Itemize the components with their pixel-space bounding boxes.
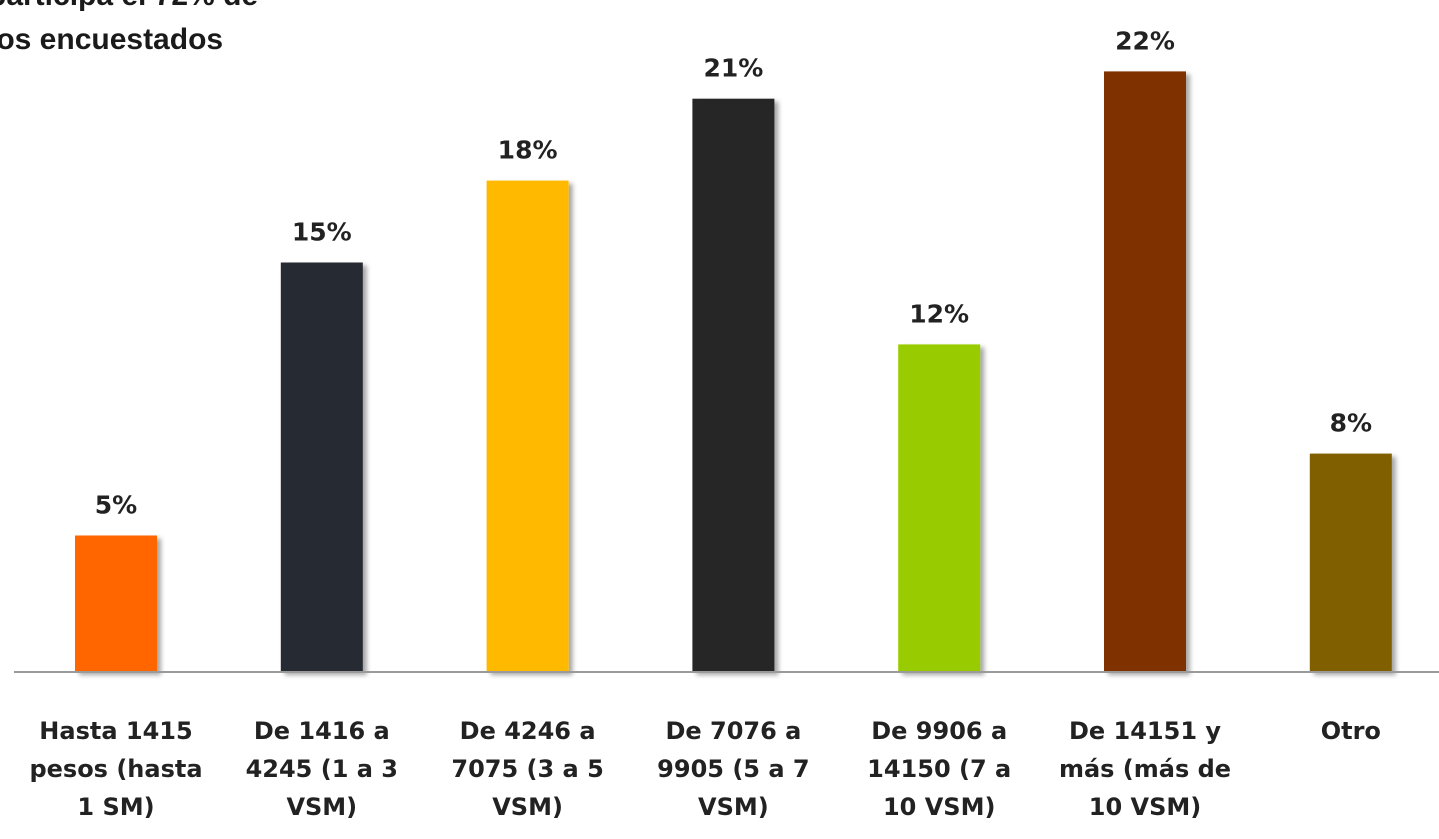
value-label-2: 15% xyxy=(292,218,352,247)
bar-3 xyxy=(486,180,569,672)
category-label-6-line-3: 10 VSM) xyxy=(1088,793,1202,821)
category-label-4-line-2: 9905 (5 a 7 xyxy=(657,755,810,783)
bar-4 xyxy=(692,98,775,672)
category-label-7: Otro xyxy=(1251,712,1439,750)
chart-title: participa el 72% de los encuestados xyxy=(0,0,348,62)
bar-7 xyxy=(1309,453,1392,672)
category-label-6-line-2: más (más de xyxy=(1058,755,1232,783)
chart-title-line-2: los encuestados xyxy=(0,23,224,56)
category-label-5-line-3: 10 VSM) xyxy=(882,793,996,821)
category-label-3: De 4246 a 7075 (3 a 5 VSM) xyxy=(428,712,628,826)
category-label-1-line-1: Hasta 1415 xyxy=(39,717,193,745)
category-label-3-line-1: De 4246 a xyxy=(459,717,596,745)
value-label-7: 8% xyxy=(1330,409,1372,438)
category-label-1-line-3: 1 SM) xyxy=(77,793,155,821)
category-label-5-line-2: 14150 (7 a xyxy=(867,755,1012,783)
category-label-4-line-1: De 7076 a xyxy=(665,717,802,745)
category-label-1-line-2: pesos (hasta xyxy=(29,755,203,783)
category-label-1: Hasta 1415 pesos (hasta 1 SM) xyxy=(16,712,216,826)
category-label-3-line-3: VSM) xyxy=(492,793,563,821)
value-label-3: 18% xyxy=(498,136,558,165)
value-label-6: 22% xyxy=(1115,26,1175,55)
bar-1 xyxy=(75,535,157,672)
category-label-3-line-2: 7075 (3 a 5 xyxy=(451,755,604,783)
chart-title-line-1: participa el 72% de xyxy=(0,0,348,18)
category-label-6: De 14151 y más (más de 10 VSM) xyxy=(1045,712,1245,826)
category-label-4-line-3: VSM) xyxy=(698,793,769,821)
category-label-5-line-1: De 9906 a xyxy=(871,717,1008,745)
value-label-1: 5% xyxy=(95,491,137,520)
category-label-2: De 1416 a 4245 (1 a 3 VSM) xyxy=(222,712,422,826)
bar-5 xyxy=(898,344,981,672)
value-label-5: 12% xyxy=(909,299,969,328)
value-label-4: 21% xyxy=(703,54,763,83)
category-label-7-line-1: Otro xyxy=(1320,717,1381,745)
category-label-2-line-3: VSM) xyxy=(286,793,358,821)
bar-2 xyxy=(280,262,363,672)
category-label-5: De 9906 a 14150 (7 a 10 VSM) xyxy=(839,712,1039,826)
category-label-2-line-2: 4245 (1 a 3 xyxy=(245,755,399,783)
category-label-2-line-1: De 1416 a xyxy=(253,717,390,745)
category-label-6-line-1: De 14151 y xyxy=(1068,717,1222,745)
category-label-4: De 7076 a 9905 (5 a 7 VSM) xyxy=(633,712,833,826)
bar-6 xyxy=(1104,71,1186,672)
